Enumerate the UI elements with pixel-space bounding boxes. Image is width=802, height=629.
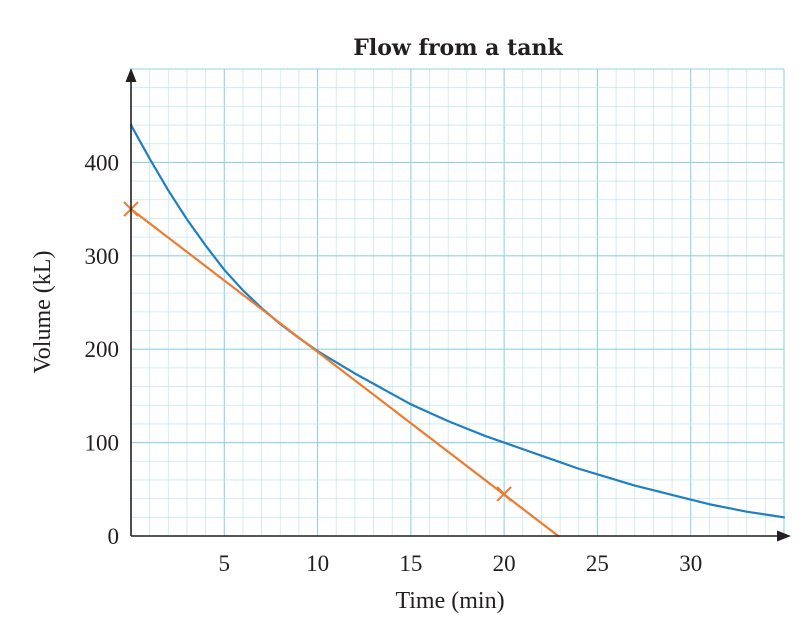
x-tick-label: 20 — [493, 551, 516, 576]
x-tick-label: 30 — [679, 551, 702, 576]
x-axis-arrow — [777, 530, 791, 542]
grid — [131, 68, 785, 536]
series-line-1 — [129, 123, 786, 519]
x-axis-label: Time (min) — [395, 588, 504, 614]
series-layer — [123, 123, 786, 538]
y-tick-label: 400 — [85, 150, 120, 175]
x-tick-label: 10 — [306, 551, 329, 576]
y-tick-label: 0 — [108, 524, 120, 549]
x-tick-label: 25 — [586, 551, 609, 576]
y-axis-label: Volume (kL) — [30, 251, 56, 374]
series-2-marker-2 — [496, 486, 512, 502]
y-axis-arrow — [125, 68, 137, 82]
chart-title: Flow from a tank — [353, 35, 563, 61]
x-tick-label: 15 — [399, 551, 422, 576]
axes — [125, 68, 791, 542]
marker-stroke — [496, 486, 512, 502]
y-tick-label: 100 — [85, 431, 120, 456]
x-tick-label: 5 — [219, 551, 231, 576]
series-line-2 — [129, 208, 560, 538]
y-tick-label: 300 — [85, 244, 120, 269]
y-tick-label: 200 — [85, 337, 120, 362]
